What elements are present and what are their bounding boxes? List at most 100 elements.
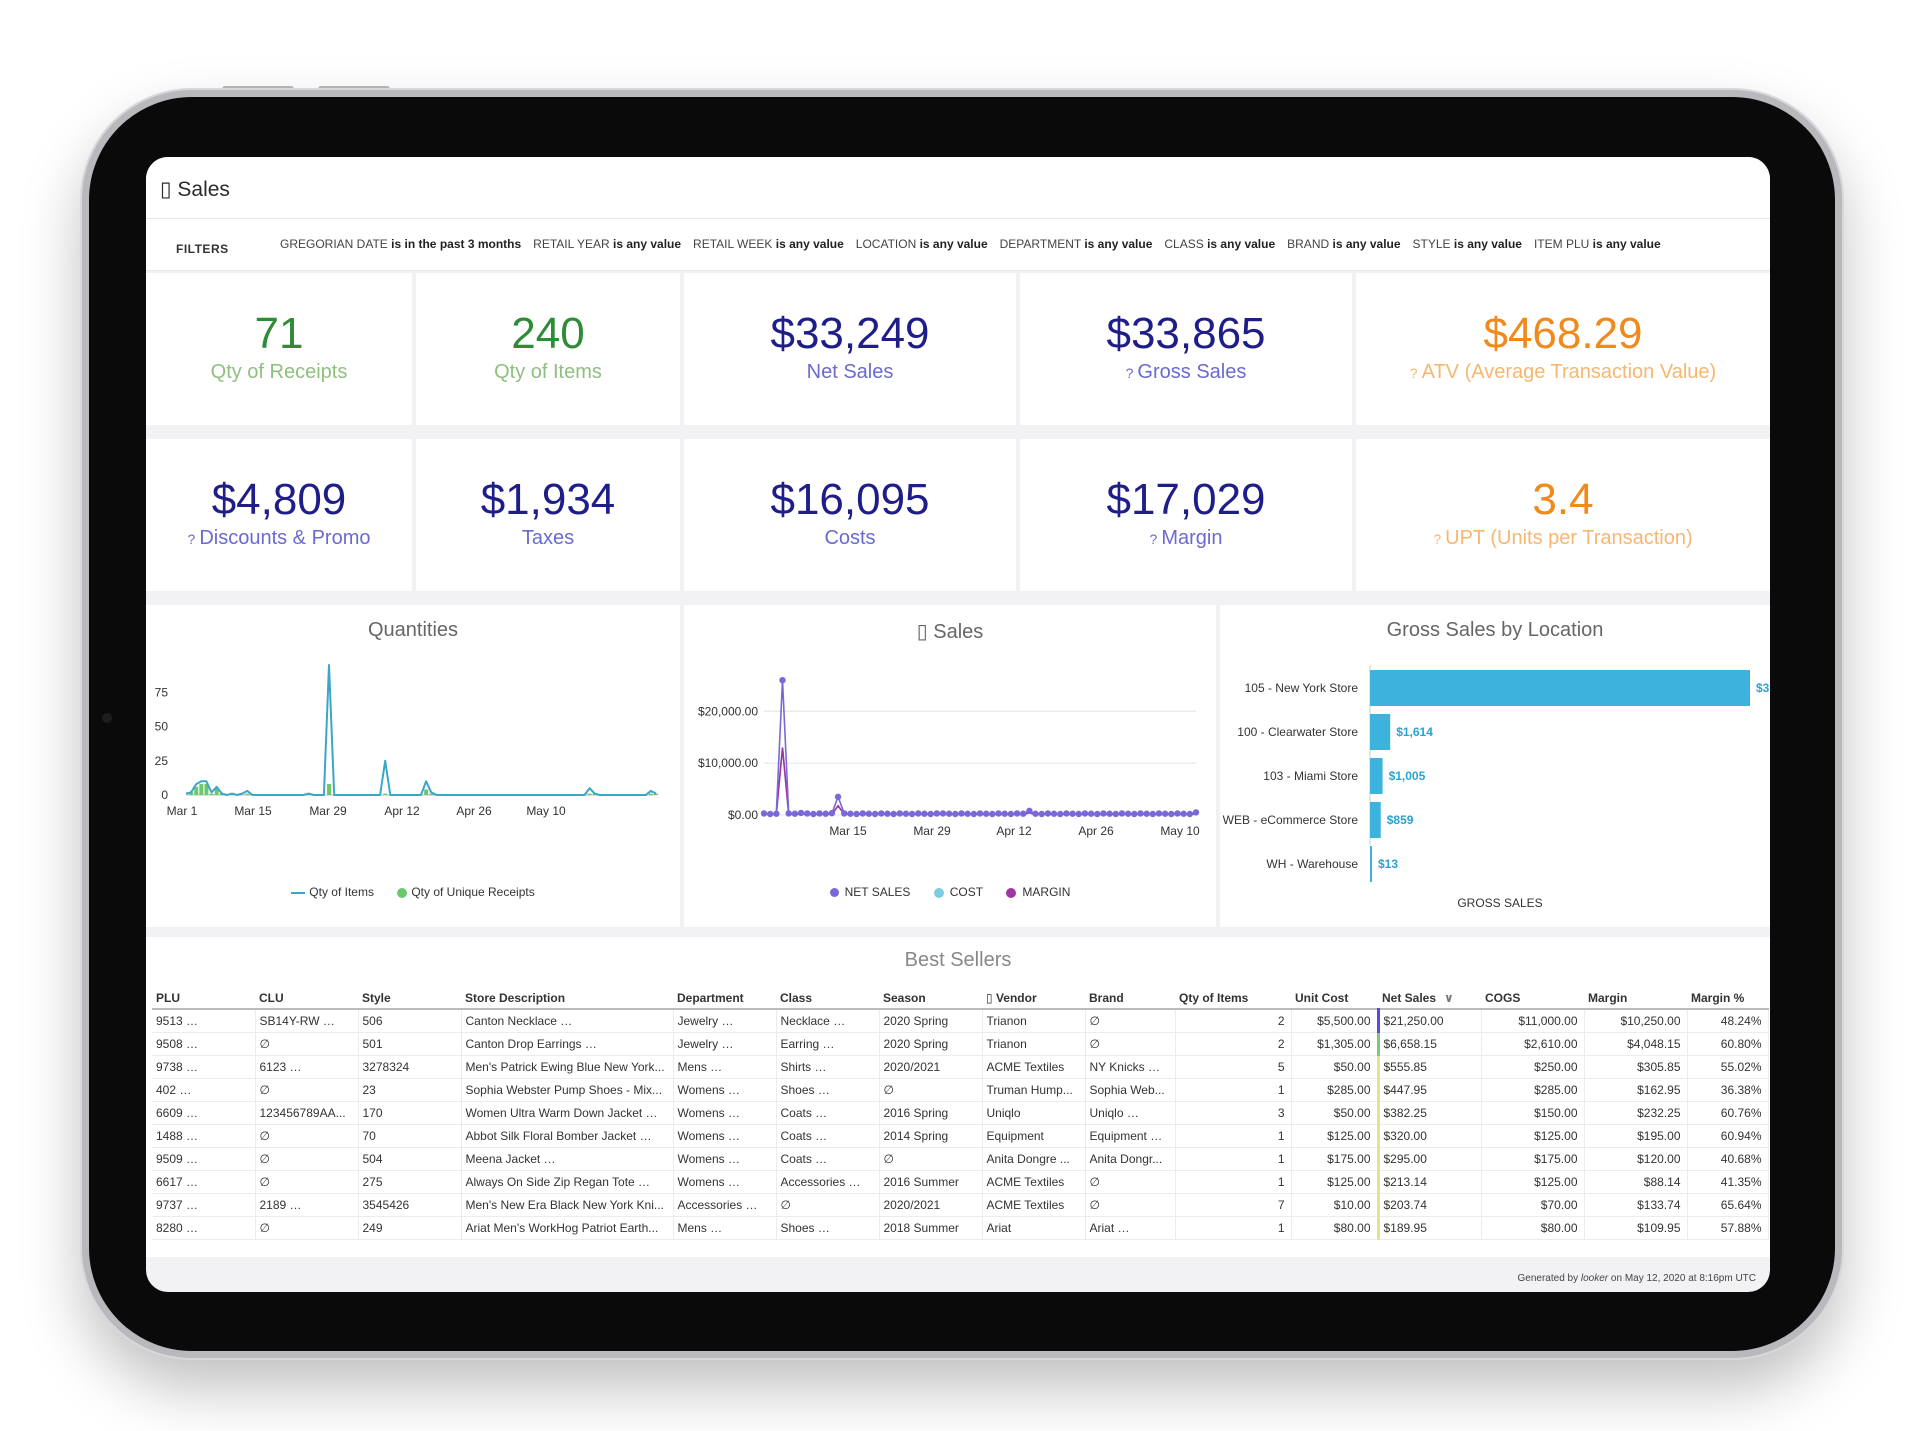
table-cell: 60.76% bbox=[1687, 1101, 1769, 1125]
column-header[interactable]: Unit Cost bbox=[1291, 987, 1378, 1010]
best-sellers-table[interactable]: PLU CLU Style Store Description Department Cl… bbox=[152, 987, 1769, 1240]
legend-item[interactable]: Qty of Items bbox=[291, 885, 374, 899]
chart-legend[interactable]: Qty of Items Qty of Unique Receipts bbox=[146, 885, 680, 899]
column-header[interactable]: CLU bbox=[255, 987, 358, 1010]
receipts-bar bbox=[204, 784, 209, 795]
column-header[interactable]: Margin % bbox=[1687, 987, 1768, 1010]
location-bar bbox=[1370, 846, 1372, 882]
filter-bar[interactable]: FILTERS GREGORIAN DATE is in the past 3 … bbox=[146, 219, 1770, 271]
table-row[interactable]: 9738 … 6123 … 3278324 Men's Patrick Ewing B… bbox=[152, 1055, 1769, 1079]
kpi-atv[interactable]: $468.29 ? ATV (Average Transaction Value) bbox=[1356, 273, 1770, 425]
column-header[interactable]: Net Sales ∨ bbox=[1378, 987, 1481, 1010]
net-sales-point bbox=[945, 810, 953, 817]
column-header[interactable]: Brand bbox=[1085, 987, 1175, 1010]
column-header[interactable]: Department bbox=[673, 987, 776, 1010]
kpi-value: $1,934 bbox=[480, 475, 616, 524]
filter-item[interactable]: DEPARTMENT is any value bbox=[999, 237, 1153, 251]
table-cell: $125.00 bbox=[1291, 1124, 1379, 1148]
table-row[interactable]: 9513 … SB14Y-RW … 506 Canton Necklace … Jewe… bbox=[152, 1009, 1769, 1033]
help-icon[interactable]: ? bbox=[1409, 365, 1418, 381]
table-row[interactable]: 6617 … ∅ 275 Always On Side Zip Regan Tote … bbox=[152, 1170, 1769, 1194]
column-header[interactable]: COGS bbox=[1481, 987, 1584, 1010]
net-sales-point bbox=[1044, 810, 1052, 817]
kpi-qty-receipts[interactable]: 71 Qty of Receipts bbox=[146, 273, 412, 425]
table-cell: 55.02% bbox=[1687, 1055, 1769, 1079]
table-row[interactable]: 9509 … ∅ 504 Meena Jacket … Womens … Coats … ∅… bbox=[152, 1147, 1769, 1171]
net-sales-point bbox=[1020, 810, 1027, 817]
x-tick-label: Mar 29 bbox=[913, 824, 951, 838]
net-sales-point bbox=[766, 810, 774, 818]
legend-item[interactable]: MARGIN bbox=[1006, 885, 1070, 899]
table-cell: 1 bbox=[1175, 1147, 1292, 1171]
table-row[interactable]: 8280 … ∅ 249 Ariat Men's WorkHog Patriot Ea… bbox=[152, 1216, 1769, 1240]
filter-item[interactable]: LOCATION is any value bbox=[855, 237, 988, 251]
filter-item[interactable]: RETAIL YEAR is any value bbox=[533, 237, 682, 251]
table-cell: Equipment … bbox=[1085, 1124, 1176, 1148]
legend-item[interactable]: COST bbox=[933, 885, 983, 899]
column-header[interactable]: ▯ Vendor bbox=[982, 987, 1085, 1010]
filter-list[interactable]: GREGORIAN DATE is in the past 3 months RE… bbox=[280, 237, 1673, 251]
filter-item[interactable]: GREGORIAN DATE is in the past 3 months bbox=[280, 237, 522, 251]
kpi-gross-sales[interactable]: $33,865 ? Gross Sales bbox=[1020, 273, 1352, 425]
net-sales-point bbox=[1155, 810, 1163, 817]
filters-label: FILTERS bbox=[176, 242, 229, 256]
kpi-discounts[interactable]: $4,809 ? Discounts & Promo bbox=[146, 439, 412, 591]
column-header[interactable]: Class bbox=[776, 987, 879, 1010]
sort-desc-icon[interactable]: ∨ bbox=[1444, 990, 1454, 1005]
sales-chart-tile[interactable]: ▯ Sales $0.00 $10,000.00 $20,000.00 Mar 15 M… bbox=[684, 605, 1216, 927]
chart-legend[interactable]: NET SALES COST MARGIN bbox=[684, 885, 1216, 899]
column-header[interactable]: Store Description bbox=[461, 987, 673, 1010]
table-row[interactable]: 9508 … ∅ 501 Canton Drop Earrings … Jewelry … bbox=[152, 1032, 1769, 1056]
column-header[interactable]: Margin bbox=[1584, 987, 1687, 1010]
table-cell: ∅ bbox=[1085, 1193, 1176, 1217]
kpi-margin[interactable]: $17,029 ? Margin bbox=[1020, 439, 1352, 591]
column-header[interactable]: PLU bbox=[152, 987, 255, 1010]
column-header[interactable]: Style bbox=[358, 987, 461, 1010]
table-cell: $133.74 bbox=[1584, 1193, 1688, 1217]
legend-item[interactable]: NET SALES bbox=[829, 885, 910, 899]
table-row[interactable]: 9737 … 2189 … 3545426 Men's New Era Black N… bbox=[152, 1193, 1769, 1217]
column-header[interactable]: Season bbox=[879, 987, 982, 1010]
table-cell: $447.95 bbox=[1376, 1078, 1482, 1102]
kpi-label: ? ATV (Average Transaction Value) bbox=[1409, 361, 1717, 383]
filter-item[interactable]: BRAND is any value bbox=[1287, 237, 1401, 251]
table-cell: NY Knicks … bbox=[1085, 1055, 1176, 1079]
table-cell: $203.74 bbox=[1376, 1193, 1482, 1217]
net-sales-point bbox=[1094, 810, 1101, 818]
kpi-value: $4,809 bbox=[211, 475, 347, 524]
net-sales-point bbox=[822, 810, 829, 817]
table-cell: Anita Dongr... bbox=[1085, 1147, 1176, 1171]
table-cell: $4,048.15 bbox=[1584, 1032, 1688, 1056]
filter-item[interactable]: ITEM PLU is any value bbox=[1533, 237, 1661, 251]
quantities-chart[interactable]: 0 25 50 75 Mar 1 Mar 15 Mar 29 Apr 12 Apr 26 May … bbox=[146, 605, 680, 927]
help-icon[interactable]: ? bbox=[187, 531, 196, 547]
table-row[interactable]: 1488 … ∅ 70 Abbot Silk Floral Bomber Jacket… bbox=[152, 1124, 1769, 1148]
help-icon[interactable]: ? bbox=[1149, 531, 1158, 547]
kpi-taxes[interactable]: $1,934 Taxes bbox=[416, 439, 680, 591]
legend-item[interactable]: Qty of Unique Receipts bbox=[397, 885, 535, 899]
column-header[interactable]: Qty of Items bbox=[1175, 987, 1291, 1010]
filter-item[interactable]: STYLE is any value bbox=[1412, 237, 1522, 251]
gross-sales-location-chart[interactable]: 105 - New York Store $30,374 100 - Clearwa… bbox=[1220, 605, 1770, 927]
filter-item[interactable]: RETAIL WEEK is any value bbox=[693, 237, 844, 251]
help-icon[interactable]: ? bbox=[1433, 531, 1442, 547]
help-icon[interactable]: ? bbox=[1125, 365, 1134, 381]
kpi-costs[interactable]: $16,095 Costs bbox=[684, 439, 1016, 591]
net-sales-point bbox=[933, 810, 940, 817]
y-tick-label: $10,000.00 bbox=[698, 756, 758, 770]
filter-item[interactable]: CLASS is any value bbox=[1164, 237, 1276, 251]
table-cell: $50.00 bbox=[1291, 1055, 1379, 1079]
table-row[interactable]: 402 … ∅ 23 Sophia Webster Pump Shoes - Mix.… bbox=[152, 1078, 1769, 1102]
table-cell: $21,250.00 bbox=[1376, 1009, 1482, 1033]
quantities-chart-tile[interactable]: Quantities 0 25 50 75 Mar 1 Mar 15 Mar 29 Apr 1… bbox=[146, 605, 680, 927]
table-row[interactable]: 6609 … 123456789AA... 170 Women Ultra Warm … bbox=[152, 1101, 1769, 1125]
sales-chart[interactable]: $0.00 $10,000.00 $20,000.00 Mar 15 Mar 29 Apr… bbox=[684, 605, 1216, 927]
table-cell: Necklace … bbox=[776, 1009, 880, 1033]
best-sellers-tile[interactable]: Best Sellers PLU CLU Style Store Descriptio… bbox=[146, 937, 1770, 1257]
table-cell: $189.95 bbox=[1376, 1216, 1482, 1240]
kpi-net-sales[interactable]: $33,249 Net Sales bbox=[684, 273, 1016, 425]
gross-sales-location-tile[interactable]: Gross Sales by Location 105 - New York S… bbox=[1220, 605, 1770, 927]
table-cell: Earring … bbox=[776, 1032, 880, 1056]
kpi-upt[interactable]: 3.4 ? UPT (Units per Transaction) bbox=[1356, 439, 1770, 591]
kpi-qty-items[interactable]: 240 Qty of Items bbox=[416, 273, 680, 425]
